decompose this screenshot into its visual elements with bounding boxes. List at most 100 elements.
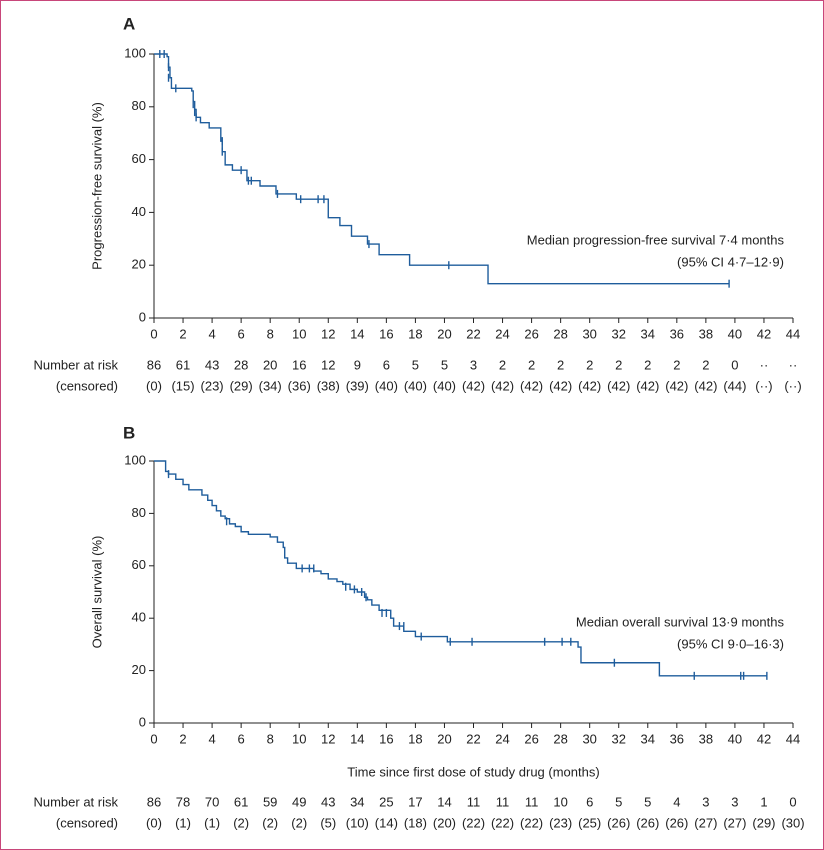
x-tick-label: 44 [786,326,800,341]
risk-cell: (1) [175,815,191,830]
x-tick-label: 14 [350,326,364,341]
y-tick-label: 60 [132,151,146,166]
y-tick-label: 60 [132,557,146,572]
risk-cell: 2 [644,357,651,372]
y-tick-label: 100 [124,452,146,467]
risk-cell: ·· [789,357,798,372]
risk-cell: 70 [205,794,219,809]
risk-cell: 34 [350,794,364,809]
risk-cell: 61 [176,357,190,372]
risk-cell: (10) [346,815,369,830]
risk-cell: 3 [731,794,738,809]
risk-cell: (0) [146,378,162,393]
panel-label: A [123,14,135,33]
risk-cell: (42) [607,378,630,393]
x-tick-label: 36 [670,326,684,341]
x-tick-label: 38 [699,326,713,341]
risk-cell: 2 [673,357,680,372]
x-tick-label: 16 [379,731,393,746]
risk-row-label: Number at risk [33,794,118,809]
panel-label: B [123,423,135,442]
x-tick-label: 6 [238,731,245,746]
survival-curve [154,53,730,285]
x-tick-label: 40 [728,326,742,341]
risk-cell: (··) [784,378,801,393]
risk-cell: 11 [525,794,539,809]
y-tick-label: 40 [132,610,146,625]
risk-cell: 59 [263,794,277,809]
risk-cell: 5 [615,794,622,809]
risk-cell: (42) [636,378,659,393]
risk-cell: 10 [553,794,567,809]
x-tick-label: 20 [437,326,451,341]
x-tick-label: 26 [524,731,538,746]
y-tick-label: 40 [132,204,146,219]
risk-cell: (42) [520,378,543,393]
risk-cell: 0 [789,794,796,809]
x-tick-label: 12 [321,731,335,746]
risk-cell: 3 [470,357,477,372]
y-tick-label: 20 [132,662,146,677]
risk-cell: 25 [379,794,393,809]
x-tick-label: 8 [267,731,274,746]
risk-cell: (40) [433,378,456,393]
x-tick-label: 30 [582,731,596,746]
risk-cell: (39) [346,378,369,393]
x-tick-label: 42 [757,326,771,341]
risk-cell: 2 [702,357,709,372]
risk-cell: (26) [665,815,688,830]
risk-cell: 5 [412,357,419,372]
x-tick-label: 28 [553,326,567,341]
risk-cell: (2) [233,815,249,830]
risk-cell: (38) [317,378,340,393]
x-tick-label: 26 [524,326,538,341]
x-tick-label: 10 [292,326,306,341]
risk-cell: 2 [499,357,506,372]
risk-cell: (34) [259,378,282,393]
y-axis-label: Progression-free survival (%) [89,102,104,270]
x-tick-label: 28 [553,731,567,746]
x-tick-label: 12 [321,326,335,341]
risk-cell: (20) [433,815,456,830]
x-tick-label: 42 [757,731,771,746]
risk-cell: 2 [615,357,622,372]
x-tick-label: 4 [208,731,215,746]
risk-cell: (··) [755,378,772,393]
risk-cell: (18) [404,815,427,830]
x-tick-label: 32 [611,731,625,746]
y-tick-label: 80 [132,98,146,113]
risk-cell: 16 [292,357,306,372]
x-tick-label: 22 [466,326,480,341]
risk-row-label: Number at risk [33,357,118,372]
risk-cell: 11 [467,794,481,809]
x-tick-label: 30 [582,326,596,341]
annotation: (95% CI 4·7–12·9) [677,254,784,269]
risk-cell: 2 [586,357,593,372]
x-tick-label: 24 [495,731,509,746]
x-tick-label: 18 [408,326,422,341]
risk-cell: 3 [702,794,709,809]
risk-cell: 28 [234,357,248,372]
x-tick-label: 40 [728,731,742,746]
x-tick-label: 0 [150,731,157,746]
risk-cell: (25) [578,815,601,830]
risk-cell: 4 [673,794,680,809]
risk-cell: 14 [437,794,451,809]
y-tick-label: 80 [132,505,146,520]
x-tick-label: 34 [641,731,655,746]
risk-cell: (30) [781,815,804,830]
risk-cell: (15) [171,378,194,393]
risk-cell: 6 [383,357,390,372]
risk-cell: (42) [694,378,717,393]
x-tick-label: 8 [267,326,274,341]
x-tick-label: 18 [408,731,422,746]
risk-cell: (42) [578,378,601,393]
x-tick-label: 0 [150,326,157,341]
risk-cell: (2) [262,815,278,830]
risk-cell: 0 [731,357,738,372]
annotation: Median overall survival 13·9 months [576,614,785,629]
risk-cell: (42) [462,378,485,393]
y-tick-label: 0 [139,714,146,729]
risk-cell: (27) [723,815,746,830]
risk-cell: (0) [146,815,162,830]
